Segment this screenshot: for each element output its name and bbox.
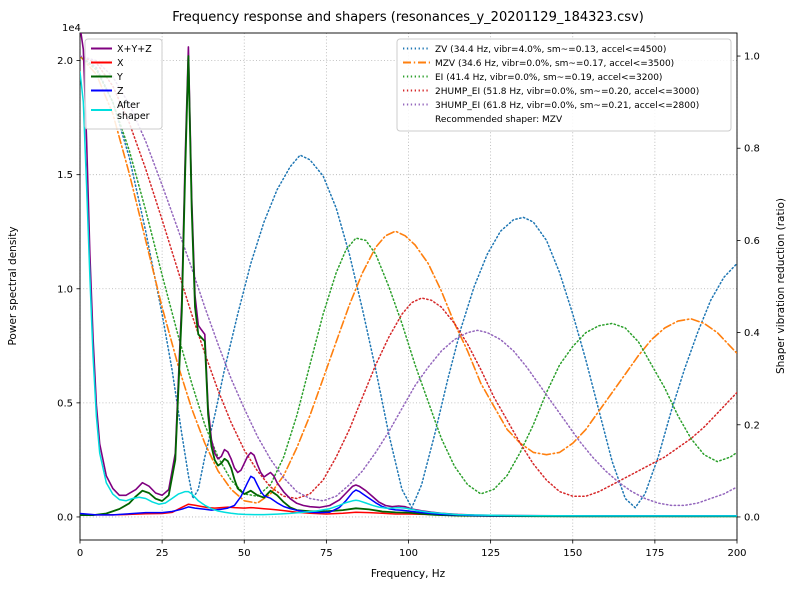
x-tick-label: 200 [727, 548, 746, 559]
series-z [80, 475, 737, 517]
legend-label: X [117, 58, 124, 69]
x-axis-label: Frequency, Hz [371, 568, 446, 580]
legend-note: Recommended shaper: MZV [435, 115, 563, 125]
y-axis-label-left: Power spectral density [7, 226, 19, 345]
legend-label: shaper [117, 111, 150, 122]
y-right-tick-label: 0.4 [744, 328, 760, 339]
x-tick-label: 100 [399, 548, 418, 559]
chart-title: Frequency response and shapers (resonanc… [172, 10, 644, 25]
y-left-tick-label: 2.0 [57, 56, 73, 67]
x-tick-label: 0 [77, 548, 83, 559]
series-after-shaper [80, 71, 737, 517]
y-axis-offset-text: 1e4 [62, 23, 81, 34]
series-3hump-ei [80, 55, 737, 507]
series-ei [80, 55, 737, 497]
legend-label: Y [116, 72, 123, 83]
y-left-tick-label: 0.5 [57, 398, 73, 409]
x-tick-label: 75 [320, 548, 333, 559]
series-2hump-ei [80, 55, 737, 500]
series-y [80, 55, 737, 518]
series-x-y-z [80, 33, 737, 517]
x-tick-label: 25 [156, 548, 169, 559]
series-zv [80, 55, 737, 509]
x-tick-label: 175 [645, 548, 664, 559]
legend-label: 2HUMP_EI (51.8 Hz, vibr=0.0%, sm~=0.20, … [435, 87, 699, 97]
y-right-tick-label: 0.8 [744, 144, 760, 155]
y-right-tick-label: 1.0 [744, 52, 760, 63]
legend-label: 3HUMP_EI (61.8 Hz, vibr=0.0%, sm~=0.21, … [435, 101, 699, 111]
y-right-tick-label: 0.0 [744, 512, 760, 523]
axes: 0 25 50 75 100 125 150 175 200 0.0 0.5 1.0 1.5 2.0 0.0… [57, 52, 760, 559]
y-right-tick-label: 0.2 [744, 420, 760, 431]
legend-label: X+Y+Z [117, 44, 152, 55]
x-tick-label: 125 [481, 548, 500, 559]
series-mzv [80, 55, 737, 504]
y-left-tick-label: 0.0 [57, 512, 73, 523]
legend-label: Z [117, 86, 124, 97]
legend-label: MZV (34.6 Hz, vibr=0.0%, sm~=0.17, accel… [435, 59, 674, 69]
y-left-tick-label: 1.0 [57, 284, 73, 295]
legend-label: EI (41.4 Hz, vibr=0.0%, sm~=0.19, accel<… [435, 73, 662, 83]
curves [80, 33, 737, 518]
legend-right [396, 38, 732, 132]
x-tick-label: 150 [563, 548, 582, 559]
y-axis-label-right: Shaper vibration reduction (ratio) [775, 198, 787, 374]
legend-label: After [117, 100, 140, 111]
legend-label: ZV (34.4 Hz, vibr=4.0%, sm~=0.13, accel<… [435, 45, 666, 55]
y-left-tick-label: 1.5 [57, 170, 73, 181]
y-right-tick-label: 0.6 [744, 236, 760, 247]
x-tick-label: 50 [238, 548, 251, 559]
